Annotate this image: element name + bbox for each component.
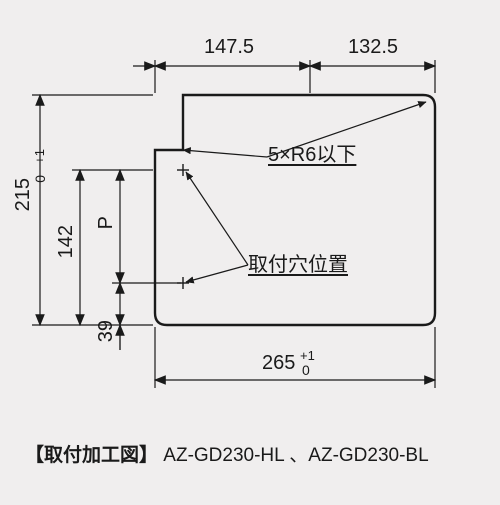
- dim-left-p: P: [95, 216, 118, 229]
- dim-top-1: 147.5: [204, 36, 254, 59]
- dim-left-height: 215: [12, 178, 35, 211]
- part-outline: [155, 95, 435, 325]
- dim-bottom-w: 265: [262, 352, 295, 375]
- hole-marks: [177, 164, 189, 289]
- dim-top-2: 132.5: [348, 36, 398, 59]
- radius-note: 5×R6以下: [268, 138, 356, 167]
- dim-left-inner: 142: [55, 225, 78, 258]
- ext-lines-left: [32, 95, 181, 325]
- dim-bottom-w-tol-u: +1: [300, 348, 315, 363]
- ext-lines-top: [155, 60, 435, 93]
- hole-note: 取付穴位置: [248, 248, 348, 277]
- dim-left-height-tol-u: +1: [32, 149, 47, 164]
- caption: 【取付加工図】 AZ-GD230-HL 、AZ-GD230-BL: [25, 440, 429, 467]
- dim-left-height-tol-l: 0: [32, 175, 48, 183]
- caption-models: AZ-GD230-HL 、AZ-GD230-BL: [163, 445, 428, 466]
- dim-bottom-w-tol-l: 0: [302, 362, 310, 378]
- dim-left-gap: 39: [95, 320, 118, 342]
- caption-prefix: 【取付加工図】: [25, 445, 158, 466]
